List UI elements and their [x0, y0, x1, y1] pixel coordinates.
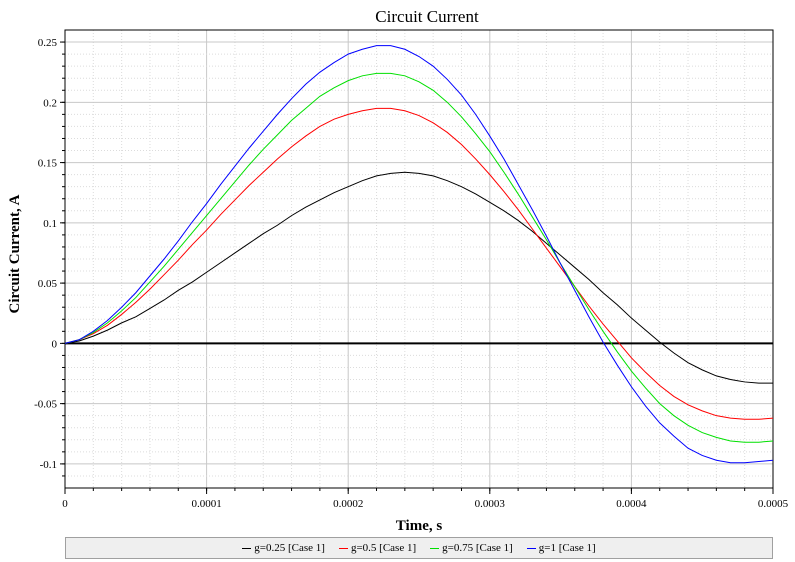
- series-lines: [64, 45, 774, 464]
- y-tick-label: 0.25: [38, 37, 58, 49]
- x-tick-label: 0.0005: [758, 498, 789, 510]
- x-tick-label: 0.0002: [333, 498, 363, 510]
- x-tick-label: 0.0004: [616, 498, 647, 510]
- y-tick-label: 0.2: [43, 97, 57, 109]
- legend-swatch: [338, 547, 348, 549]
- y-axis-label: Circuit Current, A: [7, 194, 23, 313]
- legend-item: g=0.5 [Case 1]: [338, 542, 417, 554]
- y-tick-label: 0.15: [38, 158, 58, 170]
- legend-swatch: [526, 547, 536, 549]
- y-tick-label: 0.1: [43, 218, 57, 230]
- x-tick-label: 0: [62, 498, 68, 510]
- x-tick-label: 0.0001: [191, 498, 221, 510]
- legend-label: g=0.75 [Case 1]: [442, 542, 513, 554]
- legend-item: g=0.25 [Case 1]: [242, 542, 325, 554]
- y-tick-label: -0.05: [34, 399, 57, 411]
- series-line-1: [64, 171, 773, 384]
- series-line-4: [64, 45, 774, 464]
- legend-label: g=1 [Case 1]: [538, 542, 596, 554]
- axis-ticks: -0.1 -0.05 0 0.05 0.1 0.15 0.2 0.25 0 0.0001 0.000…: [34, 37, 789, 510]
- legend-label: g=0.25 [Case 1]: [254, 542, 325, 554]
- legend-label: g=0.5 [Case 1]: [350, 542, 417, 554]
- x-tick-label: 0.0003: [475, 498, 506, 510]
- y-tick-label: 0.05: [38, 278, 58, 290]
- y-tick-label: 0: [52, 338, 58, 350]
- grid-lines: [65, 30, 773, 488]
- x-axis-label: Time, s: [396, 518, 443, 534]
- legend-item: g=1 [Case 1]: [526, 542, 596, 554]
- y-tick-label: -0.1: [40, 459, 57, 471]
- legend-swatch: [430, 547, 440, 549]
- series-line-3: [64, 72, 774, 443]
- series-line-2: [64, 107, 774, 420]
- legend-item: g=0.75 [Case 1]: [430, 542, 513, 554]
- legend-swatch: [242, 547, 252, 549]
- chart-title: Circuit Current: [375, 7, 479, 26]
- chart-legend: g=0.25 [Case 1] g=0.5 [Case 1] g=0.75 [Cas…: [65, 537, 773, 559]
- circuit-current-chart: Circuit Current -0.1 -0.05 0 0.05 0.1 0.15 0.2…: [7, 7, 789, 534]
